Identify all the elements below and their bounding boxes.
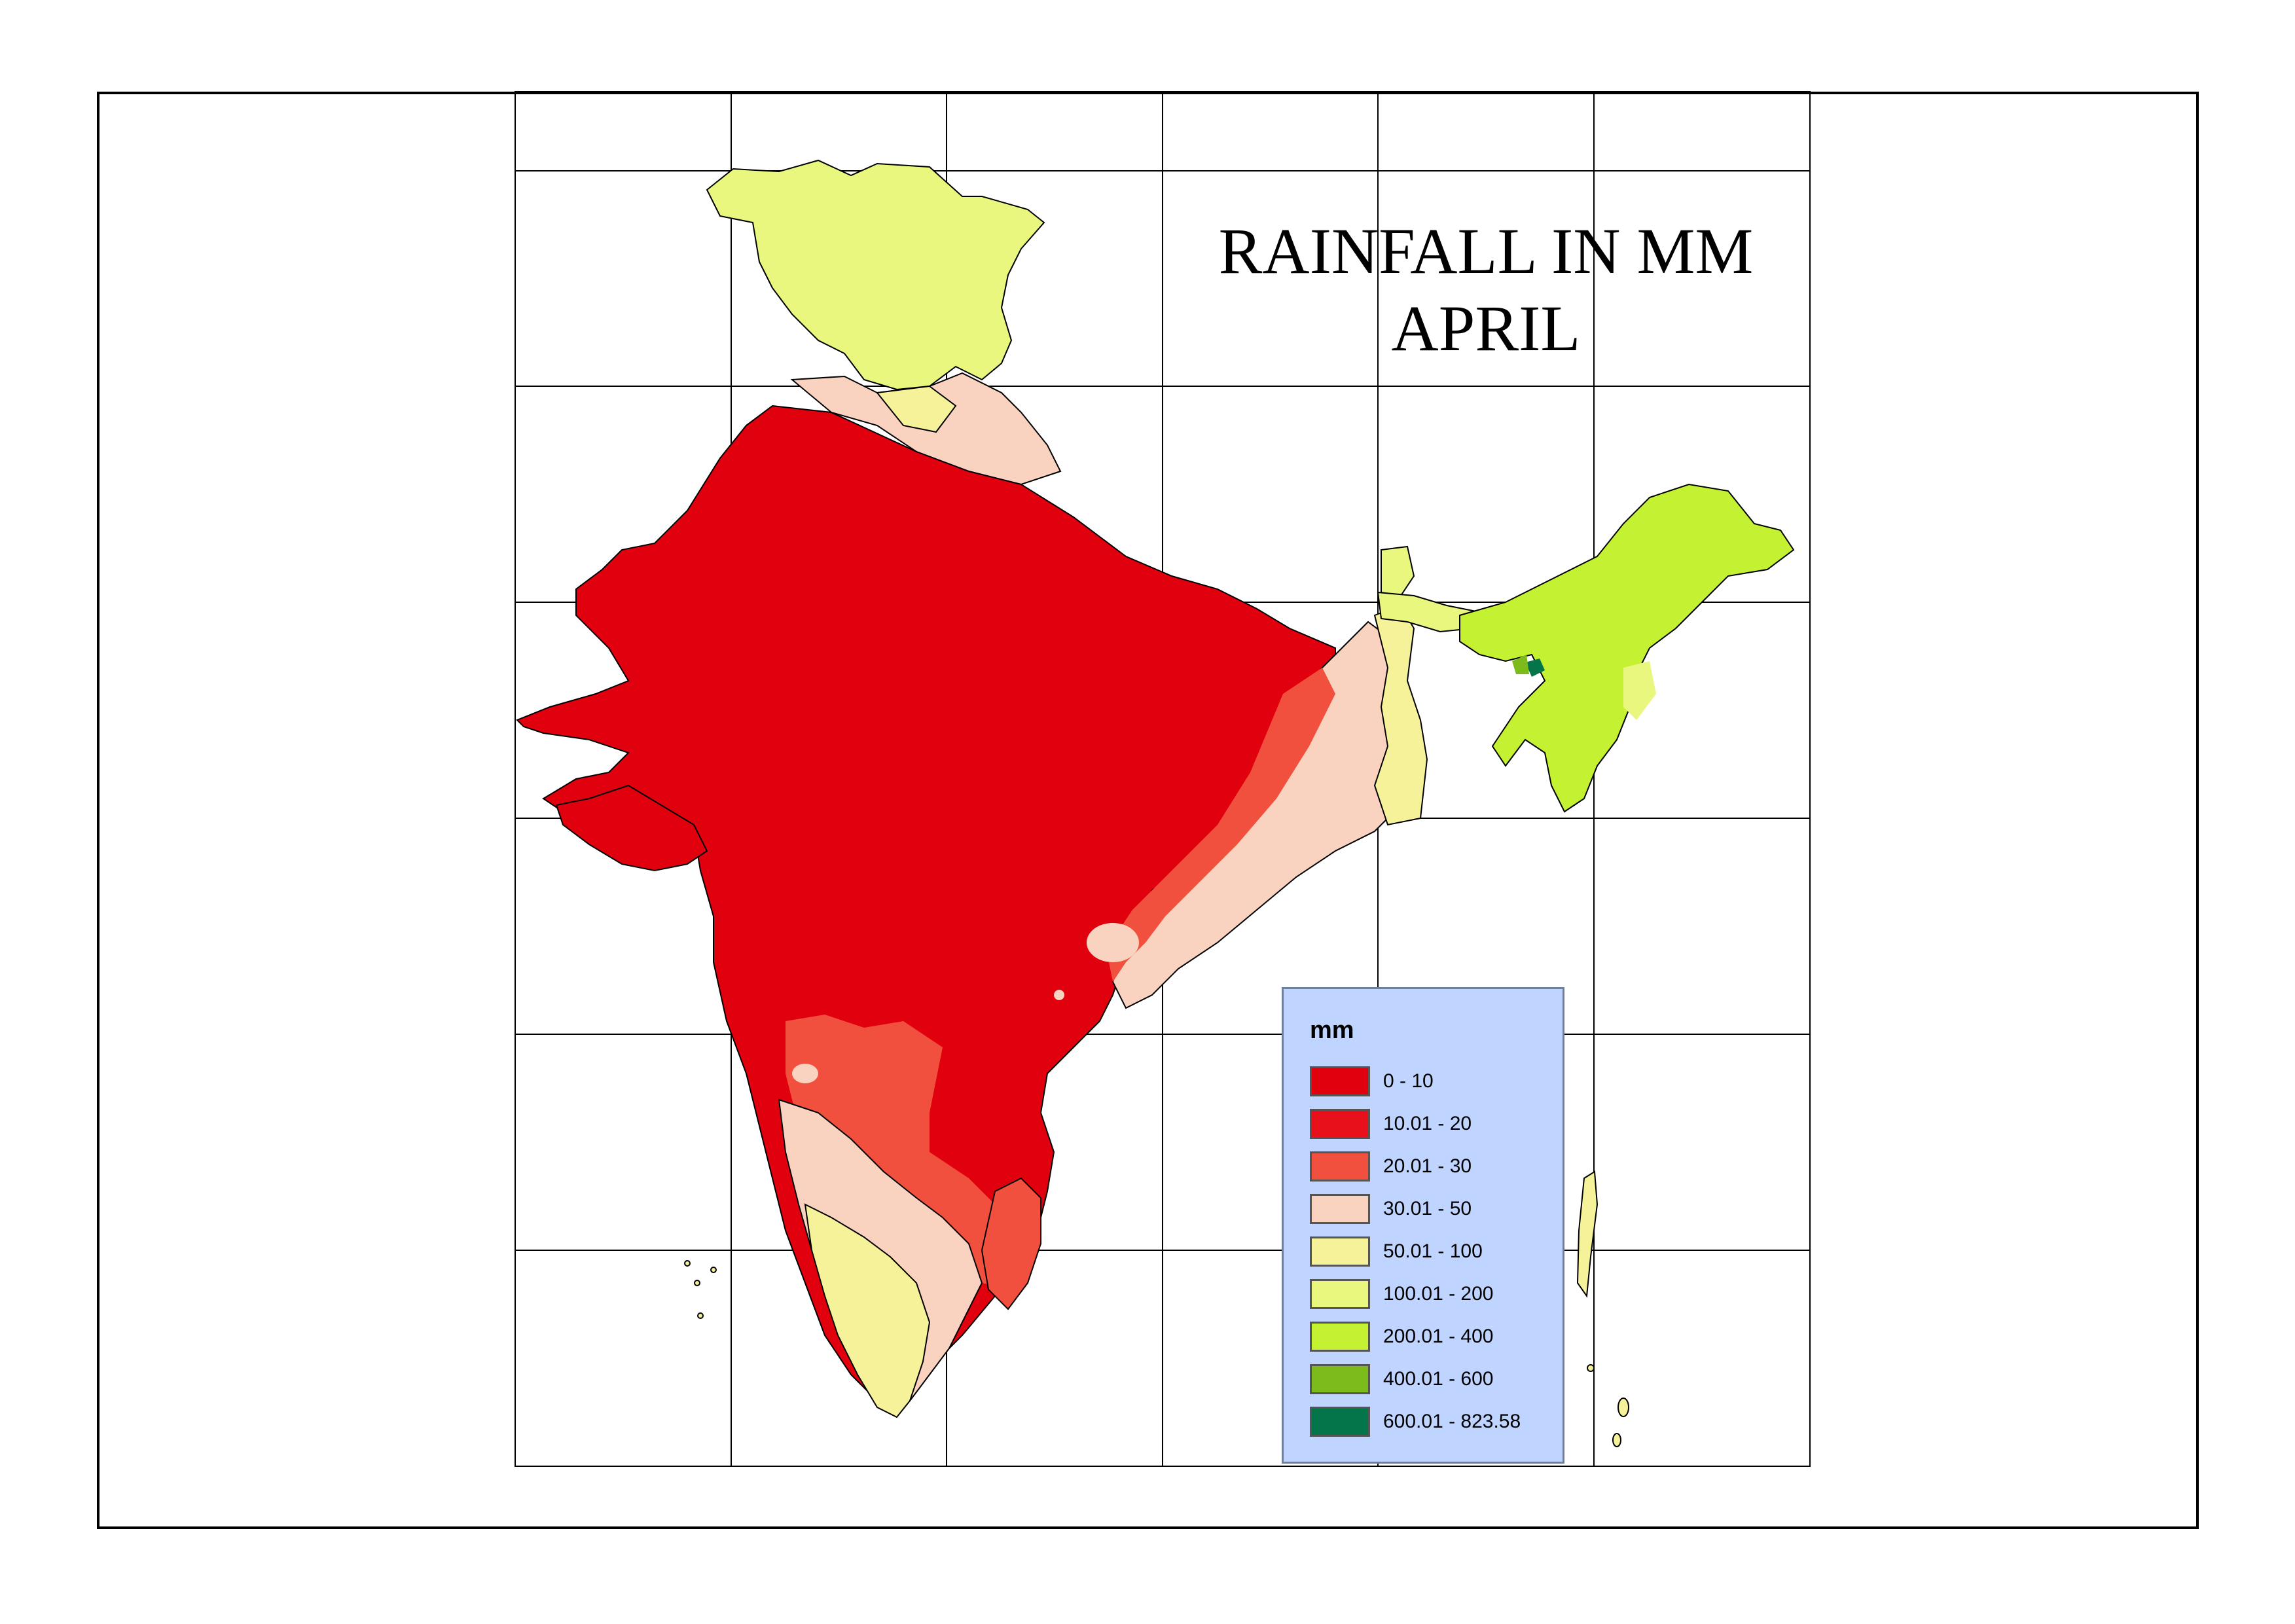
legend-label: 50.01 - 100 [1383, 1240, 1483, 1262]
legend-title: mm [1310, 1017, 1354, 1044]
region-kerala [804, 1203, 931, 1418]
legend-swatch [1310, 1109, 1370, 1139]
legend-label: 0 - 10 [1383, 1070, 1434, 1092]
lakshadweep-islands [684, 1260, 717, 1319]
legend-swatch [1310, 1151, 1370, 1182]
map-title-line2: APRIL [1391, 292, 1581, 365]
legend-swatch [1310, 1236, 1370, 1267]
legend-label: 400.01 - 600 [1383, 1368, 1494, 1390]
legend-swatch [1310, 1279, 1370, 1309]
region-bengal [1373, 604, 1428, 826]
legend-label: 200.01 - 400 [1383, 1326, 1494, 1347]
legend: mm 0 - 10 10.01 - 20 20.01 - 30 30.01 - … [1282, 987, 1564, 1464]
region-tamilnadu-red [981, 1177, 1041, 1310]
map-frame [97, 92, 2199, 1529]
legend-swatch [1310, 1407, 1370, 1437]
region-east-coast-salmon [1106, 668, 1335, 982]
region-meghalaya-high [1512, 655, 1529, 674]
region-gujarat [555, 784, 708, 872]
region-cherrapunji-peak [1525, 659, 1545, 677]
andaman-nicobar-islands [1576, 1170, 1629, 1447]
legend-swatch [1310, 1066, 1370, 1096]
legend-label: 100.01 - 200 [1383, 1283, 1494, 1305]
region-uttarakhand [876, 385, 957, 433]
blob-peach-3 [1054, 990, 1064, 1000]
map-title-line1: RAINFALL IN MM [1218, 215, 1754, 287]
legend-label: 600.01 - 823.58 [1383, 1411, 1521, 1432]
legend-swatch [1310, 1364, 1370, 1394]
legend-swatch [1310, 1322, 1370, 1352]
legend-label: 20.01 - 30 [1383, 1155, 1472, 1177]
blob-peach-1 [1087, 923, 1139, 962]
region-sikkim [1381, 545, 1415, 597]
region-south-salmon [786, 1015, 1021, 1290]
region-north-kashmir [706, 159, 1045, 391]
region-northeast [1459, 483, 1795, 813]
blob-peach-2 [792, 1064, 818, 1083]
map-title: RAINFALL IN MM APRIL [1165, 213, 1807, 367]
legend-label: 10.01 - 20 [1383, 1113, 1472, 1134]
legend-swatch [1310, 1194, 1370, 1224]
region-northeast-yellow [1623, 661, 1656, 720]
legend-label: 30.01 - 50 [1383, 1198, 1472, 1219]
